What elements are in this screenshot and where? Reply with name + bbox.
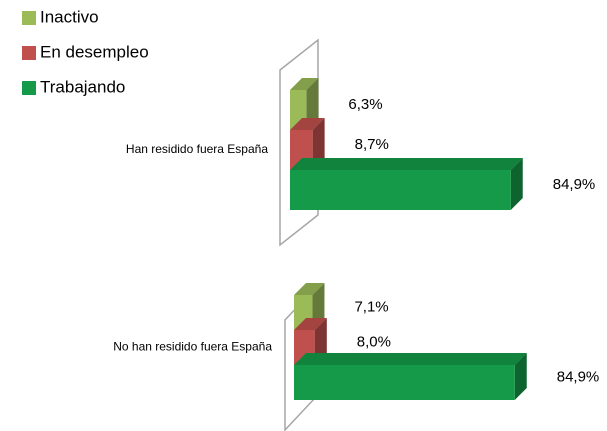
legend-label: Trabajando	[40, 77, 125, 96]
value-label: 8,0%	[357, 333, 391, 350]
bar-side	[510, 158, 523, 210]
legend-swatch	[22, 81, 36, 95]
bar-front	[290, 170, 511, 210]
value-label: 6,3%	[348, 96, 382, 113]
bar	[290, 158, 523, 210]
bar-side	[514, 353, 527, 400]
bar-top	[294, 283, 325, 295]
value-label: 8,7%	[355, 136, 389, 153]
bar-side	[306, 78, 319, 130]
value-label: 7,1%	[354, 298, 388, 315]
legend-swatch	[22, 11, 36, 25]
bar	[294, 353, 527, 400]
bar-side	[312, 118, 325, 170]
bar-top	[294, 318, 327, 330]
category-label: No han residido fuera España	[113, 340, 272, 354]
bar-top	[290, 158, 523, 170]
bar-front	[294, 365, 515, 400]
wall	[279, 38, 319, 247]
value-label: 84,9%	[553, 176, 596, 193]
legend-swatch	[22, 46, 36, 60]
legend-label: En desempleo	[40, 42, 149, 61]
category-label: Han residido fuera España	[126, 142, 268, 156]
bar-top	[294, 353, 527, 365]
legend-label: Inactivo	[40, 7, 99, 26]
bar-top	[290, 118, 325, 130]
bar-top	[290, 78, 319, 90]
value-label: 84,9%	[557, 368, 600, 385]
